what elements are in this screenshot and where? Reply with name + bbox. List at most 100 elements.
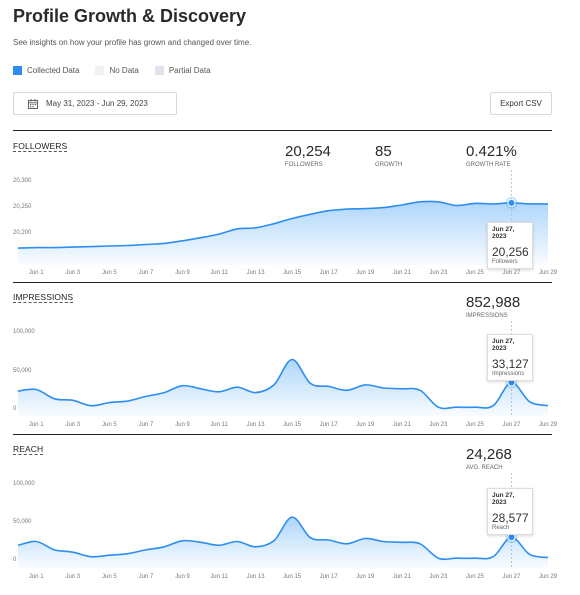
- followers-y-tick: 20,200: [13, 230, 32, 236]
- reach-x-tick: Jun 15: [283, 574, 302, 580]
- followers-x-tick: Jun 23: [429, 270, 448, 276]
- impressions-y-tick: 100,000: [13, 329, 35, 335]
- followers-x-tick: Jun 9: [175, 270, 190, 276]
- followers-x-tick: Jun 13: [247, 270, 266, 276]
- date-range-label: May 31, 2023 - Jun 29, 2023: [46, 99, 148, 108]
- reach-x-tick: Jun 23: [429, 574, 448, 580]
- followers-stat: 20,254 FOLLOWERS: [285, 143, 331, 168]
- followers-x-tick: Jun 27: [502, 270, 521, 276]
- impressions-tooltip: Jun 27, 2023 33,127 Impressions: [487, 334, 533, 381]
- followers-x-tick: Jun 25: [466, 270, 485, 276]
- growth-rate-stat-value: 0.421%: [466, 143, 517, 160]
- reach-x-tick: Jun 17: [320, 574, 339, 580]
- impressions-x-tick: Jun 19: [356, 422, 375, 428]
- reach-y-tick: 0: [13, 557, 17, 563]
- page-title: Profile Growth & Discovery: [13, 6, 247, 26]
- legend-label-partial: Partial Data: [168, 66, 211, 75]
- followers-x-tick: Jun 19: [356, 270, 375, 276]
- reach-x-tick: Jun 21: [393, 574, 412, 580]
- growth-stat-label: GROWTH: [375, 162, 403, 168]
- reach-stat-label: AVG. REACH: [466, 465, 503, 471]
- impressions-stat-value: 852,988: [466, 294, 521, 311]
- impressions-x-tick: Jun 13: [247, 422, 266, 428]
- followers-tooltip-value: 20,256: [492, 245, 529, 259]
- reach-x-tick: Jun 27: [502, 574, 521, 580]
- reach-x-tick: Jun 25: [466, 574, 485, 580]
- impressions-stat: 852,988 IMPRESSIONS: [466, 294, 520, 319]
- legend-partial: Partial Data: [154, 66, 211, 75]
- followers-x-tick: Jun 1: [29, 270, 44, 276]
- impressions-stat-label: IMPRESSIONS: [466, 313, 508, 319]
- followers-tooltip: Jun 27, 2023 20,256 Followers: [487, 222, 533, 269]
- growth-rate-stat-label: GROWTH RATE: [466, 162, 511, 168]
- reach-section-title[interactable]: REACH: [13, 444, 44, 455]
- impressions-x-tick: Jun 5: [102, 422, 117, 428]
- followers-x-tick: Jun 29: [539, 270, 558, 276]
- reach-divider: [13, 434, 552, 435]
- impressions-x-tick: Jun 29: [539, 422, 558, 428]
- impressions-x-tick: Jun 1: [29, 422, 44, 428]
- page-subtitle: See insights on how your profile has gro…: [13, 38, 252, 47]
- growth-rate-stat: 0.421% GROWTH RATE: [466, 143, 517, 168]
- reach-tooltip-label: Reach: [492, 525, 510, 531]
- reach-tooltip-date: Jun 27, 2023: [492, 492, 515, 506]
- followers-stat-value: 20,254: [285, 143, 331, 160]
- impressions-y-tick: 0: [13, 406, 17, 412]
- calendar-icon: [28, 98, 38, 109]
- reach-y-tick: 50,000: [13, 519, 32, 525]
- impressions-x-tick: Jun 27: [502, 422, 521, 428]
- followers-tooltip-label: Followers: [492, 259, 518, 265]
- legend-swatch-no-data: [95, 66, 105, 75]
- followers-hover-point: [507, 198, 516, 207]
- impressions-section-title[interactable]: IMPRESSIONS: [13, 292, 74, 303]
- impressions-y-tick: 50,000: [13, 368, 32, 374]
- impressions-line: [17, 358, 549, 410]
- reach-x-tick: Jun 1: [29, 574, 44, 580]
- followers-area: [18, 201, 548, 265]
- impressions-x-tick: Jun 25: [466, 422, 485, 428]
- reach-stat: 24,268 AVG. REACH: [466, 446, 512, 471]
- followers-x-tick: Jun 11: [210, 270, 228, 276]
- impressions-tooltip-value: 33,127: [492, 357, 529, 371]
- impressions-x-tick: Jun 11: [210, 422, 228, 428]
- reach-x-tick: Jun 3: [65, 574, 80, 580]
- reach-x-tick: Jun 9: [175, 574, 190, 580]
- reach-area: [18, 517, 548, 568]
- legend-no-data: No Data: [95, 66, 139, 75]
- growth-stat-value: 85: [375, 143, 392, 160]
- legend-swatch-collected: [13, 66, 22, 75]
- impressions-x-tick: Jun 17: [320, 422, 339, 428]
- followers-divider: [13, 130, 552, 131]
- reach-x-tick: Jun 5: [102, 574, 117, 580]
- impressions-area: [18, 359, 548, 416]
- impressions-x-tick: Jun 21: [393, 422, 412, 428]
- followers-x-tick: Jun 17: [320, 270, 339, 276]
- date-range-picker[interactable]: May 31, 2023 - Jun 29, 2023: [13, 92, 177, 115]
- impressions-x-tick: Jun 15: [283, 422, 302, 428]
- impressions-x-tick: Jun 23: [429, 422, 448, 428]
- reach-tooltip: Jun 27, 2023 28,577 Reach: [487, 488, 533, 535]
- export-csv-button[interactable]: Export CSV: [490, 92, 552, 115]
- reach-x-tick: Jun 19: [356, 574, 375, 580]
- reach-x-tick: Jun 29: [539, 574, 558, 580]
- followers-x-tick: Jun 7: [139, 270, 154, 276]
- impressions-tooltip-date: Jun 27, 2023: [492, 338, 515, 352]
- followers-x-tick: Jun 21: [393, 270, 412, 276]
- followers-section-title[interactable]: FOLLOWERS: [13, 141, 68, 152]
- impressions-x-tick: Jun 3: [65, 422, 80, 428]
- followers-y-tick: 20,300: [13, 178, 32, 184]
- reach-x-tick: Jun 11: [210, 574, 228, 580]
- legend-collected: Collected Data: [13, 66, 79, 75]
- legend-swatch-partial: [154, 66, 164, 75]
- reach-stat-value: 24,268: [466, 446, 512, 463]
- followers-stat-label: FOLLOWERS: [285, 162, 323, 168]
- impressions-divider: [13, 282, 552, 283]
- followers-x-tick: Jun 15: [283, 270, 302, 276]
- impressions-x-tick: Jun 7: [139, 422, 154, 428]
- growth-stat: 85 GROWTH: [375, 143, 402, 168]
- followers-x-tick: Jun 3: [65, 270, 80, 276]
- impressions-tooltip-label: Impressions: [492, 371, 525, 377]
- reach-tooltip-value: 28,577: [492, 511, 529, 525]
- reach-y-tick: 100,000: [13, 481, 35, 487]
